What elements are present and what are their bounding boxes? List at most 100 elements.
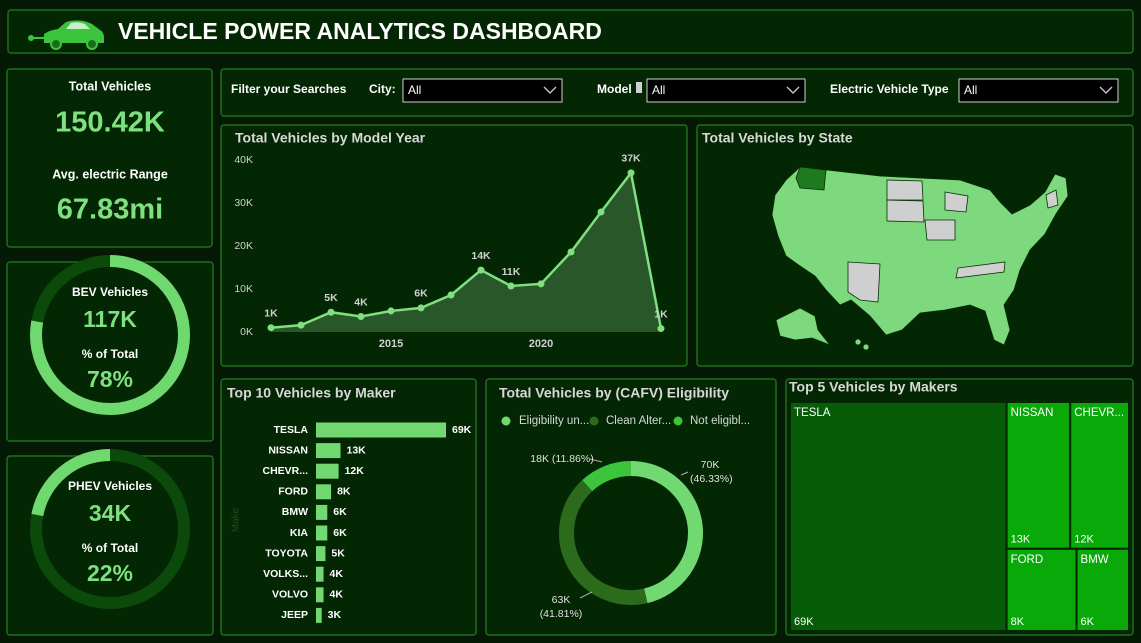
bar xyxy=(316,525,328,541)
bar-panel xyxy=(220,378,477,636)
point xyxy=(297,321,305,329)
cell-label: CHEVR... xyxy=(1074,407,1124,419)
kpi-value: 67.83mi xyxy=(57,194,163,226)
legend-swatch xyxy=(501,416,511,426)
category-label: JEEP xyxy=(281,609,308,621)
data-label: 18K (11.86%) xyxy=(530,453,594,465)
legend-label: Eligibility un... xyxy=(519,415,589,427)
data-label: 5K xyxy=(324,292,338,304)
bar xyxy=(316,607,322,623)
filter-label: City: xyxy=(369,82,396,96)
category-label: KIA xyxy=(290,527,309,539)
data-label: 6K xyxy=(333,527,347,539)
bar xyxy=(316,463,339,479)
ring-value: 34K xyxy=(89,500,132,526)
data-label: 6K xyxy=(414,288,428,300)
cell-label: NISSAN xyxy=(1011,407,1054,419)
chart-title: Top 10 Vehicles by Maker xyxy=(227,385,396,401)
point xyxy=(267,324,275,332)
us-map xyxy=(771,166,1069,351)
kpi-label: Avg. electric Range xyxy=(52,167,168,181)
y-tick-label: 20K xyxy=(234,240,253,252)
filter-title: Filter your Searches xyxy=(231,82,347,96)
legend-label: Clean Alter... xyxy=(606,415,671,427)
bar xyxy=(316,504,328,520)
leader xyxy=(589,458,603,463)
kpi-label: Total Vehicles xyxy=(69,79,151,93)
point xyxy=(447,291,455,299)
dropdown-chevron xyxy=(1099,86,1113,94)
donut-slice xyxy=(559,480,648,605)
data-label: 69K xyxy=(452,424,472,436)
dropdown-value: All xyxy=(652,83,665,97)
ring-label: BEV Vehicles xyxy=(72,285,148,299)
chart-title: Total Vehicles by State xyxy=(702,130,853,146)
category-label: TOYOTA xyxy=(265,547,308,559)
bar xyxy=(316,546,326,562)
point xyxy=(357,313,365,321)
y-tick-label: 0K xyxy=(240,326,253,338)
data-label: 1K xyxy=(654,308,668,320)
treemap-cell xyxy=(1005,547,1078,632)
category-label: TESLA xyxy=(274,424,309,436)
donut-slice xyxy=(582,461,632,492)
kpi-panel xyxy=(6,68,213,248)
point xyxy=(657,325,665,333)
cell-value: 69K xyxy=(794,616,814,628)
leader xyxy=(680,471,689,476)
bar xyxy=(316,443,341,459)
x-tick-label: 2015 xyxy=(379,338,403,350)
point xyxy=(387,307,395,315)
dropdown-value: All xyxy=(408,83,421,97)
ring-share: 22% xyxy=(87,560,133,586)
donut-slice xyxy=(630,461,703,604)
data-label: 11K xyxy=(502,266,521,278)
data-label: 4K xyxy=(330,568,344,580)
ring-share-label: % of Total xyxy=(82,541,138,555)
filter-label: Electric Vehicle Type xyxy=(830,82,949,96)
ring-arc xyxy=(30,255,190,415)
y-tick-label: 30K xyxy=(234,197,253,209)
point xyxy=(537,280,545,288)
ring-value: 117K xyxy=(83,306,137,332)
treemap-cell xyxy=(1005,401,1072,550)
filter-label: Model xyxy=(597,82,632,96)
category-label: CHEVR... xyxy=(262,465,308,477)
dropdown[interactable] xyxy=(402,78,563,103)
point xyxy=(567,248,575,256)
category-label: NISSAN xyxy=(268,444,308,456)
treemap-cell xyxy=(789,401,1008,632)
point xyxy=(597,208,605,216)
ring-arc xyxy=(30,449,190,609)
cell-value: 8K xyxy=(1011,616,1025,628)
category-label: FORD xyxy=(278,486,308,498)
dropdown-chevron xyxy=(786,86,800,94)
chart-title: Top 5 Vehicles by Makers xyxy=(789,379,958,395)
data-label: 63K (41.81%) xyxy=(539,594,583,620)
car-icon xyxy=(28,20,104,50)
line xyxy=(270,169,663,329)
y-tick-label: 40K xyxy=(234,154,253,166)
leader xyxy=(579,591,593,599)
cell-label: FORD xyxy=(1011,554,1044,566)
bar xyxy=(316,484,332,500)
chart-title: Total Vehicles by (CAFV) Eligibility xyxy=(499,385,729,401)
data-label: 37K xyxy=(621,153,641,165)
category-label: VOLVO xyxy=(272,589,308,601)
donut-panel xyxy=(485,378,777,636)
legend-label: Not eligibl... xyxy=(690,415,750,427)
kpi-value: 150.42K xyxy=(55,107,165,139)
data-label: 3K xyxy=(328,609,342,621)
data-label: 4K xyxy=(330,589,344,601)
point xyxy=(507,282,515,290)
dropdown-value: All xyxy=(964,83,977,97)
chart-title: Total Vehicles by Model Year xyxy=(235,130,426,146)
data-label: 1K xyxy=(264,307,278,319)
bar xyxy=(316,422,446,438)
dropdown[interactable] xyxy=(958,78,1119,103)
data-label: 5K xyxy=(331,547,345,559)
dropdown[interactable] xyxy=(646,78,806,103)
bar xyxy=(316,587,324,603)
